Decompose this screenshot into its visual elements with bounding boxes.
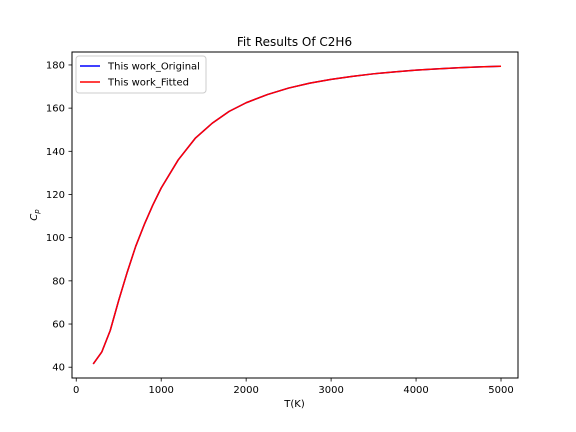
y-tick-label: 180 xyxy=(46,60,65,71)
x-axis-label: T(K) xyxy=(283,399,305,410)
x-tick-label: 3000 xyxy=(318,385,343,396)
x-tick-label: 0 xyxy=(73,385,79,396)
x-tick-label: 2000 xyxy=(233,385,258,396)
series-line-fitted xyxy=(92,65,502,365)
y-axis-label: Cp xyxy=(29,209,41,221)
y-tick-label: 160 xyxy=(46,104,65,115)
legend-label-fitted: This work_Fitted xyxy=(107,78,189,89)
y-tick-label: 40 xyxy=(52,363,65,374)
legend-label-original: This work_Original xyxy=(107,62,200,73)
y-tick-label: 80 xyxy=(52,276,65,287)
x-tick-label: 1000 xyxy=(148,385,173,396)
y-tick-label: 140 xyxy=(46,147,65,158)
y-tick-label: 100 xyxy=(46,233,65,244)
x-tick-label: 5000 xyxy=(488,385,513,396)
x-axis-ticks: 0 1000 2000 3000 4000 5000 xyxy=(73,378,514,396)
x-tick-label: 4000 xyxy=(403,385,428,396)
legend: This work_Original This work_Fitted xyxy=(75,55,207,94)
series-layer xyxy=(92,65,502,365)
chart-title: Fit Results Of C2H6 xyxy=(237,35,352,49)
y-axis-ticks: 40 60 80 100 120 140 160 180 xyxy=(46,60,72,374)
y-tick-label: 120 xyxy=(46,190,65,201)
legend-box xyxy=(75,55,207,94)
plot-frame xyxy=(71,51,519,379)
y-tick-label: 60 xyxy=(52,320,65,331)
